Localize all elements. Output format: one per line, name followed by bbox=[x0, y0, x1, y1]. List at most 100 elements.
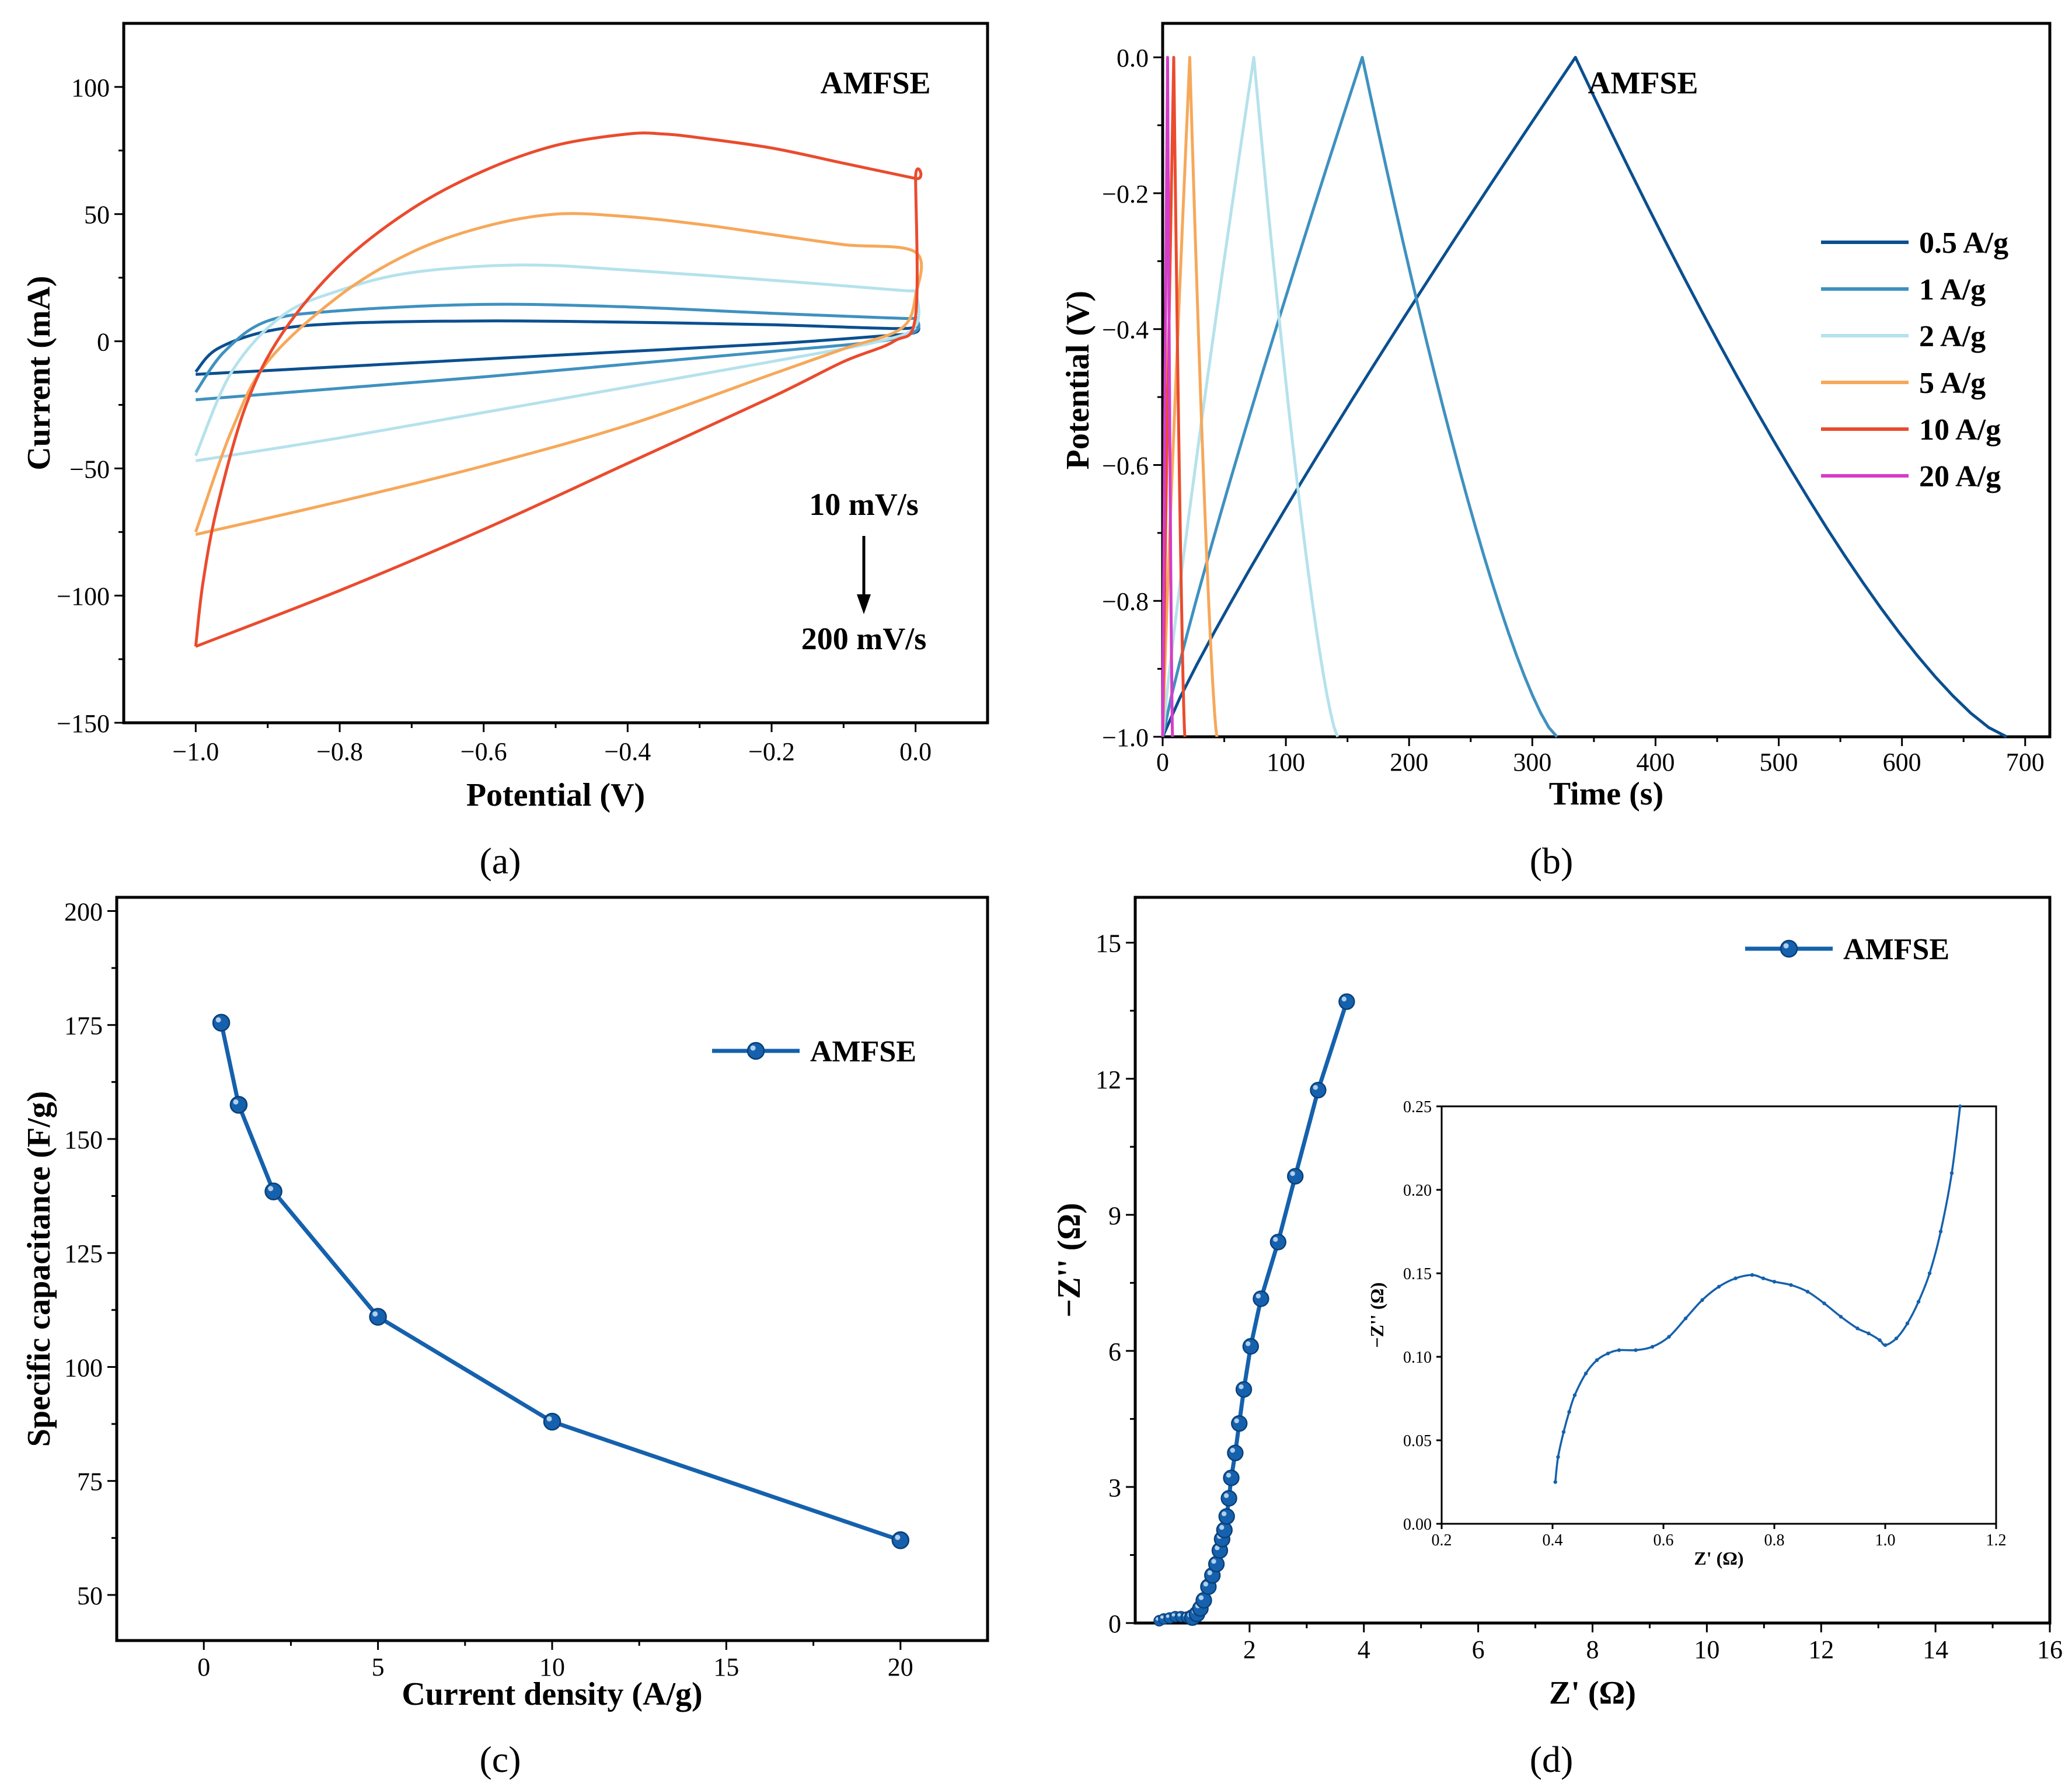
panel-b-legend-label: 5 A/g bbox=[1919, 367, 1986, 400]
panel-b-legend-label: 1 A/g bbox=[1919, 273, 1986, 307]
panel-b-y-tick-label: −0.8 bbox=[1102, 587, 1149, 616]
panel-a-y-tick-label: 100 bbox=[71, 74, 110, 102]
panel-c-legend-label: AMFSE bbox=[810, 1035, 916, 1068]
panel-d-data-point-highlight bbox=[1160, 1615, 1164, 1619]
panel-d-data-point-highlight bbox=[1223, 1493, 1229, 1498]
panel-d-data-point bbox=[1310, 1082, 1327, 1099]
panel-d-data-point-body bbox=[1216, 1521, 1233, 1538]
panel-c-data-point bbox=[369, 1308, 387, 1326]
panel-c-data-point-body bbox=[264, 1182, 282, 1200]
panel-d-data-point-body bbox=[1242, 1338, 1260, 1355]
panel-a-y-tick-label: 0 bbox=[97, 328, 110, 357]
panel-b-legend-label: 10 A/g bbox=[1919, 413, 2001, 447]
panel-d-y-axis-label: −Z'' (Ω) bbox=[1051, 1203, 1087, 1318]
panel-c-legend-marker-body bbox=[747, 1042, 765, 1060]
panel-d-data-point bbox=[1223, 1469, 1240, 1486]
panel-d-inset-point bbox=[1949, 1171, 1954, 1175]
panel-a-cv-loop bbox=[194, 212, 923, 537]
panel-c-x-tick-label: 0 bbox=[197, 1653, 210, 1681]
caption-a: (a) bbox=[479, 840, 521, 882]
panel-d-inset-point bbox=[1572, 1393, 1577, 1397]
panel-d-inset-point bbox=[1761, 1276, 1766, 1280]
panel-c-series-line bbox=[219, 1022, 901, 1542]
panel-d-x-axis-label: Z' (Ω) bbox=[1549, 1675, 1636, 1711]
panel-d-data-point bbox=[1253, 1290, 1269, 1307]
panel-d-x-tick-label: 10 bbox=[1694, 1635, 1719, 1664]
panel-d-inset-point bbox=[1667, 1335, 1671, 1339]
panel-d-data-point-highlight bbox=[1230, 1447, 1236, 1453]
panel-d-inset-point bbox=[1916, 1300, 1921, 1304]
panel-d-inset-point bbox=[1553, 1480, 1557, 1484]
panel-c-y-tick-label: 125 bbox=[64, 1239, 103, 1268]
panel-b-legend-label: 2 A/g bbox=[1919, 320, 1986, 353]
panel-d-data-point-highlight bbox=[1215, 1545, 1220, 1551]
panel-b-y-tick-label: −0.6 bbox=[1102, 451, 1149, 480]
panel-d-inset-point bbox=[1839, 1315, 1843, 1319]
panel-b-x-tick-label: 400 bbox=[1636, 748, 1675, 776]
panel-d-data-point-highlight bbox=[1226, 1472, 1232, 1478]
panel-b-sample-label: AMFSE bbox=[1588, 65, 1698, 100]
panel-d-inset-point bbox=[1567, 1410, 1571, 1414]
panel-d-inset-y-tick-label: 0.20 bbox=[1403, 1182, 1432, 1200]
panel-d-data-point bbox=[1269, 1234, 1287, 1251]
panel-d-x-tick-label: 16 bbox=[2037, 1635, 2063, 1664]
panel-c-data-point bbox=[543, 1412, 561, 1431]
panel-d-data-point-highlight bbox=[1203, 1582, 1208, 1587]
panel-a-y-tick-label: −100 bbox=[57, 582, 110, 611]
panel-d-data-point-highlight bbox=[1234, 1418, 1239, 1423]
panel-d-data-point-highlight bbox=[1171, 1613, 1175, 1617]
panel-d-inset-x-tick-label: 1.0 bbox=[1875, 1531, 1896, 1549]
panel-a-rate-end-label: 200 mV/s bbox=[801, 621, 927, 656]
panel-c-data-point bbox=[264, 1182, 282, 1200]
panel-d-y-tick-label: 15 bbox=[1096, 929, 1121, 958]
panel-a-y-axis-label: Current (mA) bbox=[21, 276, 57, 470]
panel-d-data-point bbox=[1242, 1338, 1260, 1355]
panel-c-x-tick-label: 5 bbox=[372, 1653, 385, 1681]
panel-d-inset-point bbox=[1606, 1352, 1610, 1356]
panel-d-x-tick-label: 14 bbox=[1923, 1635, 1948, 1664]
panel-c-plot-frame bbox=[115, 896, 989, 1642]
panel-a-cv-loop bbox=[194, 263, 920, 462]
panel-b-gcd-curve bbox=[1161, 55, 2008, 739]
caption-d: (d) bbox=[1530, 1739, 1574, 1780]
panel-d-inset-point bbox=[1634, 1348, 1638, 1352]
panel-c-data-point-highlight bbox=[546, 1416, 552, 1422]
panel-d-inset-y-tick-label: 0.25 bbox=[1403, 1098, 1432, 1116]
panel-d-x-tick-label: 4 bbox=[1358, 1635, 1370, 1664]
panel-a-y-tick-label: −50 bbox=[69, 455, 110, 483]
panel-c-data-point bbox=[891, 1531, 910, 1549]
panel-d-legend-marker-body bbox=[1780, 939, 1798, 958]
panel-c-data-point bbox=[229, 1096, 248, 1114]
panel-d-inset-y-axis-label: −Z'' (Ω) bbox=[1366, 1282, 1387, 1347]
panel-b-y-axis-label: Potential (V) bbox=[1060, 291, 1096, 469]
panel-c-x-tick-label: 10 bbox=[539, 1653, 565, 1681]
panel-d-data-point bbox=[1220, 1490, 1237, 1507]
panel-a-sample-label: AMFSE bbox=[821, 65, 931, 100]
panel-d-data-point-highlight bbox=[1290, 1171, 1295, 1176]
panel-d-legend-marker-highlight bbox=[1783, 943, 1789, 949]
panel-b-x-tick-label: 600 bbox=[1883, 748, 1921, 776]
panel-a-x-tick-label: 0.0 bbox=[899, 737, 932, 766]
panel-d-inset-point bbox=[1927, 1271, 1932, 1276]
panel-c-y-tick-label: 200 bbox=[64, 897, 103, 926]
panel-d-inset-point bbox=[1583, 1371, 1588, 1375]
panel-d-legend-label: AMFSE bbox=[1843, 933, 1949, 966]
panel-c-capacitance-chart: 0 5 10 15 20 50 75 100 125 150 175 200 Current densi… bbox=[21, 896, 989, 1712]
panel-d-inset-point bbox=[1595, 1358, 1599, 1362]
panel-d-data-point bbox=[1231, 1415, 1248, 1432]
panel-b-legend-label: 0.5 A/g bbox=[1919, 227, 2008, 260]
panel-d-inset-x-tick-label: 0.6 bbox=[1654, 1531, 1674, 1549]
panel-b-x-tick-label: 0 bbox=[1156, 748, 1169, 776]
panel-d-data-point-body bbox=[1220, 1490, 1237, 1507]
panel-d-inset-x-tick-label: 0.8 bbox=[1764, 1531, 1785, 1549]
panel-d-data-point-body bbox=[1223, 1469, 1240, 1486]
panel-d-data-point-highlight bbox=[1219, 1525, 1225, 1530]
panel-d-inset-point bbox=[1938, 1230, 1943, 1234]
panel-d-inset-x-tick-label: 0.2 bbox=[1432, 1531, 1452, 1549]
panel-d-y-tick-label: 0 bbox=[1108, 1610, 1121, 1638]
panel-d-inset-point bbox=[1717, 1284, 1721, 1289]
panel-c-data-point-body bbox=[543, 1412, 561, 1431]
panel-d-data-point-body bbox=[1287, 1168, 1304, 1185]
panel-c-data-point-highlight bbox=[233, 1099, 239, 1105]
